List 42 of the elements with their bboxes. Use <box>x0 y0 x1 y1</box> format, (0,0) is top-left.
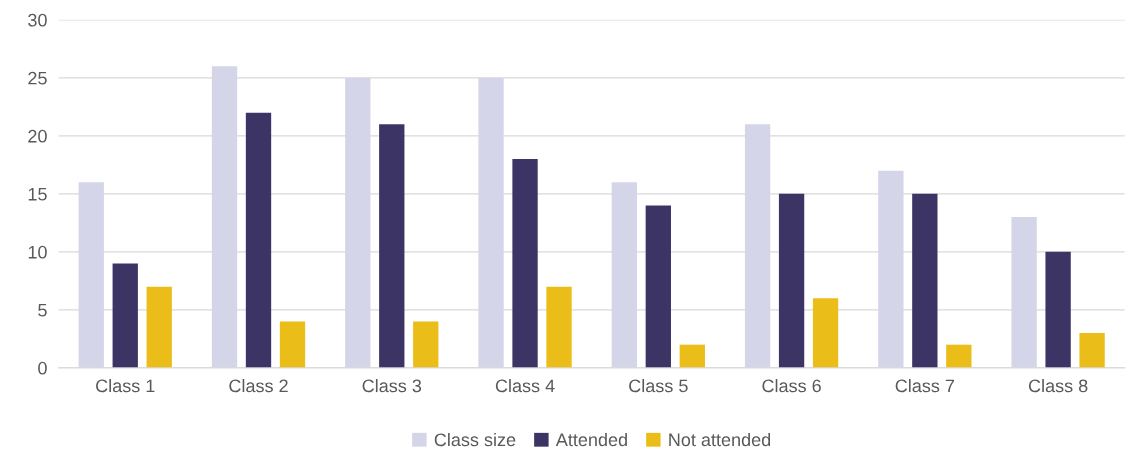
bar <box>1045 251 1071 368</box>
y-tick-label: 30 <box>28 13 47 27</box>
x-tick-label: Class 8 <box>1028 378 1088 393</box>
bar <box>413 321 439 368</box>
x-tick-label: Class 5 <box>629 378 688 393</box>
bar <box>279 321 306 368</box>
bar <box>946 344 972 368</box>
bar <box>478 77 504 368</box>
legend-label: Attended <box>555 432 627 447</box>
bar <box>112 263 138 368</box>
bar <box>345 77 371 368</box>
bar <box>1079 333 1105 368</box>
bar <box>379 124 405 368</box>
y-tick-label: 15 <box>28 187 47 201</box>
bar <box>512 159 538 368</box>
x-tick-label: Class 3 <box>362 378 422 393</box>
y-tick-label: 25 <box>28 71 47 85</box>
bar <box>146 286 172 368</box>
x-tick-label: Class 1 <box>96 378 155 393</box>
y-tick-label: 0 <box>38 361 47 375</box>
y-tick-label: 10 <box>28 245 47 259</box>
x-tick-label: Class 6 <box>762 378 821 393</box>
bar <box>645 205 671 368</box>
bar <box>778 193 805 368</box>
bar <box>912 193 938 368</box>
bar <box>744 124 771 368</box>
legend-label: Not attended <box>669 432 771 447</box>
bar <box>878 170 904 368</box>
x-tick-label: Class 7 <box>895 378 955 393</box>
legend-label: Class size <box>434 432 516 447</box>
bar <box>679 344 705 368</box>
y-tick-label: 20 <box>28 129 47 143</box>
bar <box>812 298 839 368</box>
y-tick-label: 5 <box>38 303 47 317</box>
x-tick-label: Class 4 <box>495 378 555 393</box>
bar <box>611 182 637 368</box>
bar <box>546 286 572 368</box>
bar <box>245 112 272 368</box>
bar <box>1011 217 1037 368</box>
bar <box>211 66 238 368</box>
x-tick-label: Class 2 <box>229 378 288 393</box>
bar <box>78 182 104 368</box>
